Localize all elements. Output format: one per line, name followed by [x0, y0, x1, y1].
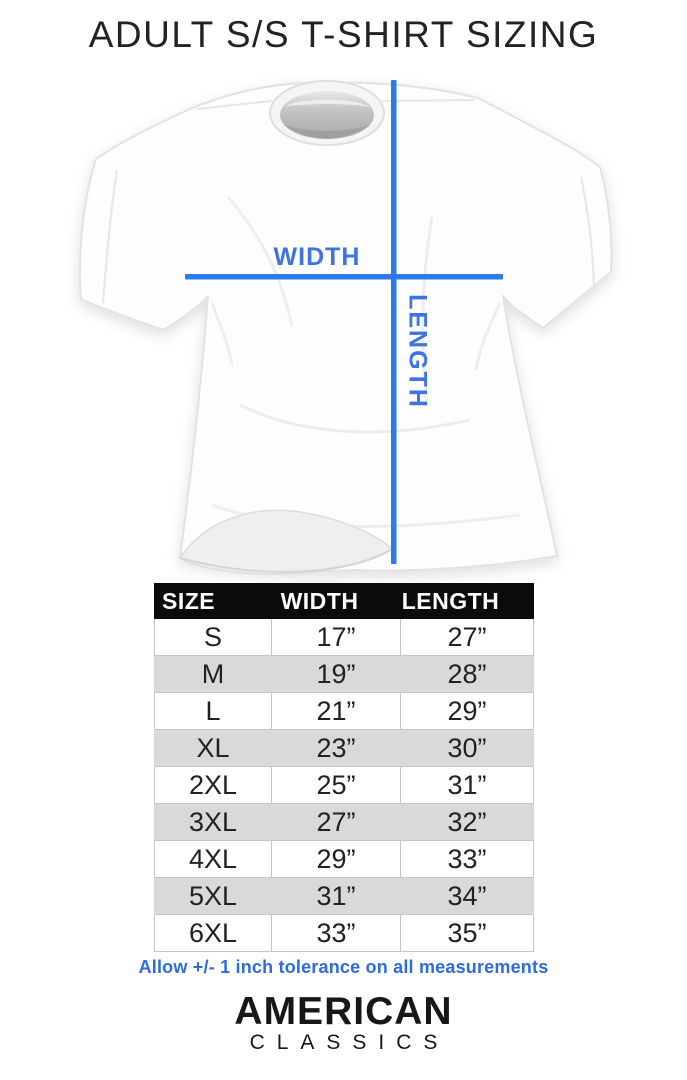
table-cell: 29” — [401, 693, 534, 730]
tolerance-note: Allow +/- 1 inch tolerance on all measur… — [138, 957, 549, 977]
table-cell: 29” — [272, 841, 401, 878]
table-cell: L — [154, 693, 272, 730]
table-row: 5XL 31” 34” — [154, 878, 534, 915]
table-cell: 32” — [401, 804, 534, 841]
brand-name-classics: CLASSICS — [249, 1031, 450, 1054]
column-header-width: WIDTH — [272, 583, 401, 619]
shirt-body — [78, 81, 613, 573]
table-row: 6XL 33” 35” — [154, 915, 534, 952]
collar — [269, 80, 385, 146]
length-measure-line — [391, 80, 397, 564]
table-cell: 33” — [272, 915, 401, 952]
table-cell: 25” — [272, 767, 401, 804]
table-cell: 31” — [272, 878, 401, 915]
table-cell: 31” — [401, 767, 534, 804]
column-header-length: LENGTH — [401, 583, 534, 619]
size-table: SIZE WIDTH LENGTH S 17” 27” M 19” 28” L 21” 29” X… — [154, 583, 534, 952]
brand-logo: AMERICAN CLASSICS — [0, 990, 687, 1054]
page-title: ADULT S/S T-SHIRT SIZING — [88, 14, 599, 55]
shirt-seams — [102, 99, 595, 304]
table-cell: 6XL — [154, 915, 272, 952]
table-cell: 27” — [272, 804, 401, 841]
table-cell: 21” — [272, 693, 401, 730]
tshirt-measurement-diagram: WIDTH LENGTH — [0, 75, 687, 587]
tshirt-illustration — [78, 80, 613, 575]
table-cell: XL — [154, 730, 272, 767]
table-cell: 5XL — [154, 878, 272, 915]
table-cell: S — [154, 619, 272, 656]
column-header-size: SIZE — [154, 583, 272, 619]
table-cell: 28” — [401, 656, 534, 693]
table-cell: 27” — [401, 619, 534, 656]
table-row: M 19” 28” — [154, 656, 534, 693]
table-cell: 23” — [272, 730, 401, 767]
table-row: L 21” 29” — [154, 693, 534, 730]
size-table-header: SIZE WIDTH LENGTH — [154, 583, 534, 619]
table-row: S 17” 27” — [154, 619, 534, 656]
table-row: 3XL 27” 32” — [154, 804, 534, 841]
table-cell: 17” — [272, 619, 401, 656]
table-row: XL 23” 30” — [154, 730, 534, 767]
table-cell: 33” — [401, 841, 534, 878]
width-label: WIDTH — [273, 243, 361, 271]
table-cell: M — [154, 656, 272, 693]
size-table-body: S 17” 27” M 19” 28” L 21” 29” XL 23” 30” 2XL 25” 31” 3X… — [154, 619, 534, 952]
shirt-creases — [210, 196, 521, 528]
table-cell: 30” — [401, 730, 534, 767]
table-cell: 35” — [401, 915, 534, 952]
table-row: 2XL 25” 31” — [154, 767, 534, 804]
width-measure-line — [185, 274, 503, 280]
length-label: LENGTH — [403, 294, 432, 409]
hem-fold — [178, 509, 394, 575]
table-row: 4XL 29” 33” — [154, 841, 534, 878]
brand-name-american: AMERICAN — [234, 990, 453, 1033]
table-cell: 2XL — [154, 767, 272, 804]
table-cell: 34” — [401, 878, 534, 915]
table-cell: 3XL — [154, 804, 272, 841]
table-cell: 19” — [272, 656, 401, 693]
table-cell: 4XL — [154, 841, 272, 878]
